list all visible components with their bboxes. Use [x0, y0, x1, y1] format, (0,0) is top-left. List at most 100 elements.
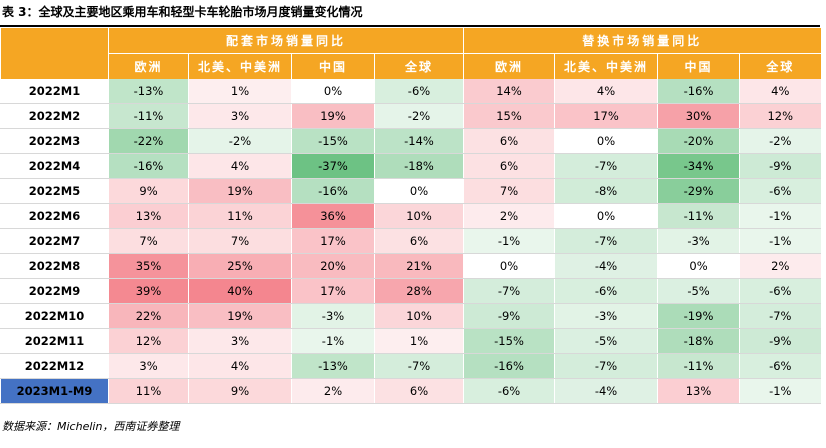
- table-row: 2022M5 9% 19% -16% 0% 7% -8% -29% -6%: [0, 178, 821, 204]
- col-header-rep-global: 全球: [739, 53, 821, 79]
- row-label: 2023M1-M9: [0, 378, 109, 404]
- col-header-oe-china: 中国: [291, 53, 375, 79]
- cell-rep-europe: 6%: [463, 128, 555, 154]
- cell-rep-americas: -5%: [554, 328, 658, 354]
- cell-rep-americas: -6%: [554, 278, 658, 304]
- cell-rep-europe: -16%: [463, 353, 555, 379]
- cell-oe-americas: 3%: [188, 103, 292, 129]
- cell-rep-americas: -7%: [554, 153, 658, 179]
- cell-rep-global: -1%: [739, 378, 821, 404]
- cell-rep-china: -3%: [657, 228, 740, 254]
- cell-oe-china: 36%: [291, 203, 375, 229]
- cell-rep-china: -11%: [657, 353, 740, 379]
- cell-oe-global: -18%: [373, 153, 464, 179]
- cell-oe-americas: 4%: [188, 353, 292, 379]
- cell-rep-global: -1%: [739, 228, 821, 254]
- table-row: 2022M11 12% 3% -1% 1% -15% -5% -18% -9%: [0, 328, 821, 354]
- table-row: 2022M8 35% 25% 20% 21% 0% -4% 0% 2%: [0, 253, 821, 279]
- cell-rep-europe: -1%: [463, 228, 555, 254]
- col-header-oe-americas: 北美、中美洲: [188, 53, 292, 79]
- cell-oe-global: 6%: [373, 228, 464, 254]
- col-header-rep-europe: 欧洲: [463, 53, 555, 79]
- row-label: 2022M4: [0, 153, 109, 179]
- table-row: 2022M2 -11% 3% 19% -2% 15% 17% 30% 12%: [0, 103, 821, 129]
- cell-oe-europe: 9%: [108, 178, 189, 204]
- row-label: 2022M9: [0, 278, 109, 304]
- cell-rep-global: -2%: [739, 128, 821, 154]
- cell-oe-china: 0%: [291, 79, 375, 104]
- row-label: 2022M1: [0, 79, 109, 104]
- corner-cell: [0, 28, 109, 79]
- cell-oe-americas: -2%: [188, 128, 292, 154]
- cell-oe-global: -2%: [373, 103, 464, 129]
- cell-rep-americas: 0%: [554, 128, 658, 154]
- row-label: 2022M8: [0, 253, 109, 279]
- cell-rep-global: -1%: [739, 203, 821, 229]
- cell-oe-americas: 9%: [188, 378, 292, 404]
- cell-oe-americas: 7%: [188, 228, 292, 254]
- source-note: 数据来源：Michelin，西南证券整理: [2, 420, 180, 433]
- cell-rep-europe: 15%: [463, 103, 555, 129]
- cell-oe-europe: 39%: [108, 278, 189, 304]
- col-header-oe-europe: 欧洲: [108, 53, 189, 79]
- cell-oe-china: -16%: [291, 178, 375, 204]
- cell-rep-americas: -7%: [554, 228, 658, 254]
- cell-rep-global: 2%: [739, 253, 821, 279]
- cell-oe-americas: 19%: [188, 303, 292, 329]
- cell-oe-china: 19%: [291, 103, 375, 129]
- cell-rep-americas: -3%: [554, 303, 658, 329]
- row-label: 2022M11: [0, 328, 109, 354]
- table-row: 2022M9 39% 40% 17% 28% -7% -6% -5% -6%: [0, 278, 821, 304]
- table-row: 2022M6 13% 11% 36% 10% 2% 0% -11% -1%: [0, 203, 821, 229]
- cell-rep-china: -5%: [657, 278, 740, 304]
- cell-oe-china: 2%: [291, 378, 375, 404]
- table-title: 表 3：全球及主要地区乘用车和轻型卡车轮胎市场月度销量变化情况: [2, 5, 363, 19]
- row-label: 2022M5: [0, 178, 109, 204]
- title-rule: [0, 25, 820, 27]
- cell-oe-china: -37%: [291, 153, 375, 179]
- cell-oe-china: 17%: [291, 278, 375, 304]
- cell-rep-americas: 4%: [554, 79, 658, 104]
- cell-oe-china: 17%: [291, 228, 375, 254]
- cell-oe-americas: 3%: [188, 328, 292, 354]
- cell-rep-americas: 0%: [554, 203, 658, 229]
- cell-oe-americas: 11%: [188, 203, 292, 229]
- cell-rep-europe: -9%: [463, 303, 555, 329]
- cell-rep-global: 12%: [739, 103, 821, 129]
- row-label: 2022M7: [0, 228, 109, 254]
- cell-oe-europe: -22%: [108, 128, 189, 154]
- cell-oe-global: 21%: [373, 253, 464, 279]
- cell-oe-china: -3%: [291, 303, 375, 329]
- cell-rep-europe: 0%: [463, 253, 555, 279]
- cell-oe-europe: 7%: [108, 228, 189, 254]
- cell-oe-global: 6%: [373, 378, 464, 404]
- col-header-rep-americas: 北美、中美洲: [554, 53, 658, 79]
- row-label: 2022M2: [0, 103, 109, 129]
- row-label: 2022M12: [0, 353, 109, 379]
- cell-oe-china: -1%: [291, 328, 375, 354]
- col-header-oe-global: 全球: [373, 53, 464, 79]
- cell-rep-global: -6%: [739, 178, 821, 204]
- cell-rep-americas: -4%: [554, 378, 658, 404]
- cell-oe-europe: 3%: [108, 353, 189, 379]
- cell-oe-global: -7%: [373, 353, 464, 379]
- table-row: 2022M10 22% 19% -3% 10% -9% -3% -19% -7%: [0, 303, 821, 329]
- cell-rep-china: -11%: [657, 203, 740, 229]
- cell-rep-global: 4%: [739, 79, 821, 104]
- cell-oe-europe: 22%: [108, 303, 189, 329]
- cell-rep-china: -20%: [657, 128, 740, 154]
- table-row: 2022M7 7% 7% 17% 6% -1% -7% -3% -1%: [0, 228, 821, 254]
- cell-rep-global: -9%: [739, 328, 821, 354]
- cell-oe-global: -6%: [373, 79, 464, 104]
- cell-rep-global: -6%: [739, 353, 821, 379]
- sales-change-table: 配套市场销量同比 替换市场销量同比 欧洲 北美、中美洲 中国 全球 欧洲 北美、…: [0, 28, 821, 404]
- cell-rep-americas: -4%: [554, 253, 658, 279]
- cell-oe-europe: -11%: [108, 103, 189, 129]
- cell-rep-europe: -7%: [463, 278, 555, 304]
- cell-oe-global: 1%: [373, 328, 464, 354]
- cell-rep-europe: 14%: [463, 79, 555, 104]
- table-row: 2023M1-M9 11% 9% 2% 6% -6% -4% 13% -1%: [0, 378, 821, 404]
- cell-rep-americas: 17%: [554, 103, 658, 129]
- cell-oe-europe: 11%: [108, 378, 189, 404]
- cell-rep-china: -29%: [657, 178, 740, 204]
